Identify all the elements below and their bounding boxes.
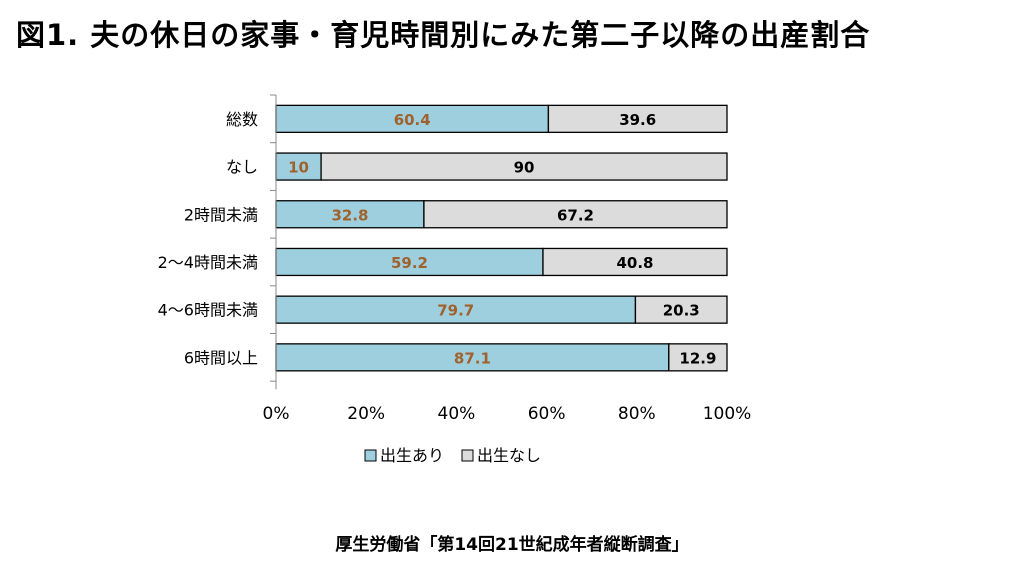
category-label: 6時間以上 [184,348,258,367]
data-label: 10 [288,159,309,177]
source-note: 厚生労働省「第14回21世紀成年者縦断調査」 [335,535,689,555]
data-label: 12.9 [679,349,716,367]
bar-segment-no-birth [423,200,728,229]
bar-segment-birth [275,200,425,229]
category-label: 4～6時間未満 [158,301,258,320]
bar-segment-no-birth [320,152,728,181]
data-label: 60.4 [394,111,431,129]
data-label: 87.1 [454,349,491,367]
category-label: なし [226,158,258,177]
data-label: 79.7 [437,302,474,320]
legend-label: 出生なし [477,446,541,465]
data-label: 20.3 [663,302,700,320]
data-label: 67.2 [557,206,594,224]
data-label: 39.6 [619,111,656,129]
x-tick-label: 0% [263,404,290,424]
x-tick-label: 100% [703,404,752,424]
legend: 出生あり 出生なし [364,446,541,465]
data-label: 32.8 [331,206,368,224]
bar-segment-birth [275,104,550,133]
bar-segment-no-birth [542,247,728,277]
x-tick-label: 20% [347,404,385,424]
stacked-bar-chart: 60.4 39.6 10 90 32.8 67.2 59.2 40.8 79.7 20.3 87.1… [158,94,752,465]
x-tick-label: 80% [618,404,656,424]
category-label: 2～4時間未満 [158,253,258,272]
chart-title: 図1. 夫の休日の家事・育児時間別にみた第二子以降の出産割合 [16,18,871,52]
bar-segment-no-birth [547,104,728,133]
bar-segment-no-birth [668,343,728,372]
x-tick-label: 40% [438,404,476,424]
data-label: 90 [514,159,535,177]
category-label: 総数 [226,110,258,129]
data-label: 40.8 [616,254,653,272]
bar-segment-birth [275,152,322,181]
category-label: 2時間未満 [184,205,258,224]
legend-label: 出生あり [380,446,444,465]
data-label: 59.2 [391,254,428,272]
bars-layer: 60.4 39.6 10 90 32.8 67.2 59.2 40.8 79.7 20.3 87.1… [275,104,728,372]
x-tick-label: 60% [528,404,566,424]
legend-swatch [461,449,474,462]
bar-segment-no-birth [634,295,728,324]
legend-swatch [364,449,377,462]
